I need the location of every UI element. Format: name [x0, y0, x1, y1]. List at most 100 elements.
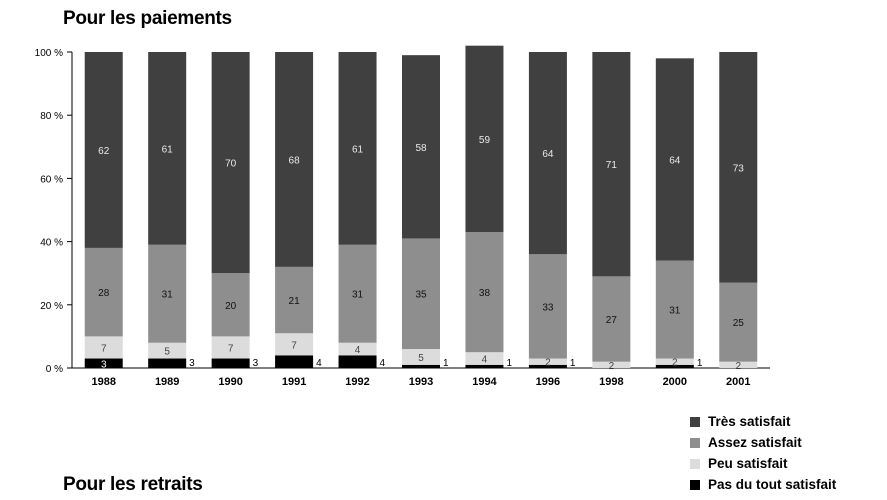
bar-segment — [402, 364, 440, 368]
legend-swatch — [690, 416, 700, 427]
data-label: 35 — [415, 290, 427, 301]
data-label: 7 — [228, 343, 234, 354]
data-label: 61 — [162, 144, 174, 155]
x-tick-label: 1998 — [599, 376, 623, 388]
data-label: 5 — [164, 347, 170, 358]
data-label: 4 — [316, 358, 322, 369]
data-label: 2 — [672, 358, 678, 369]
data-label: 31 — [162, 290, 174, 301]
legend-item: Pas du tout satisfait — [690, 474, 836, 495]
x-tick-label: 2000 — [663, 376, 687, 388]
y-tick-label: 0 % — [46, 364, 63, 375]
bar-segment — [84, 336, 123, 359]
data-label: 2 — [545, 358, 551, 369]
x-tick-label: 1992 — [345, 376, 369, 388]
bar-segment — [655, 260, 694, 359]
data-label: 68 — [289, 155, 301, 166]
bar-segment — [719, 282, 758, 362]
stacked-bar-chart: 0 %20 %40 %60 %80 %100 %3728621988353161… — [35, 45, 770, 388]
x-tick-label: 1993 — [409, 376, 433, 388]
legend-label: Assez satisfait — [708, 435, 802, 450]
data-label: 58 — [415, 143, 427, 154]
x-tick-label: 1991 — [282, 376, 306, 388]
bar-segment — [402, 55, 440, 239]
data-label: 1 — [443, 358, 449, 369]
data-label: 4 — [355, 345, 361, 356]
data-label: 1 — [506, 358, 512, 369]
bar-segment — [275, 355, 314, 368]
x-tick-label: 1996 — [536, 376, 560, 388]
bar-segment — [465, 364, 504, 368]
bar-segment — [528, 254, 567, 359]
bar-segment — [592, 52, 631, 277]
data-label: 5 — [418, 353, 424, 364]
data-label: 70 — [225, 159, 237, 170]
bar-segment — [719, 361, 758, 368]
bar-segment — [655, 58, 694, 261]
x-tick-label: 1989 — [155, 376, 179, 388]
bar-segment — [528, 364, 567, 368]
data-label: 61 — [352, 144, 364, 155]
data-label: 59 — [479, 135, 491, 146]
bar-segment — [338, 52, 377, 245]
data-label: 25 — [733, 318, 745, 329]
bar-segment — [655, 364, 694, 368]
bar-segment — [211, 336, 250, 359]
legend-item: Assez satisfait — [690, 432, 836, 453]
legend-item: Peu satisfait — [690, 453, 836, 474]
data-label: 27 — [606, 315, 618, 326]
bar-segment — [211, 52, 250, 274]
bar-segment — [465, 232, 504, 353]
bar-segment — [275, 333, 314, 356]
bar-segment — [465, 352, 504, 365]
data-label: 7 — [101, 343, 107, 354]
legend-swatch — [690, 437, 700, 448]
bar-segment — [338, 244, 377, 343]
data-label: 4 — [482, 355, 488, 366]
bar-segment — [148, 358, 187, 368]
data-label: 38 — [479, 288, 491, 299]
y-tick-label: 80 % — [40, 111, 63, 122]
y-tick-label: 40 % — [40, 238, 63, 249]
bar-segment — [655, 358, 694, 365]
bar-segment — [211, 273, 250, 337]
bar-segment — [84, 52, 123, 248]
chart-title-withdrawals: Pour les retraits — [63, 474, 203, 495]
legend-label: Très satisfait — [708, 414, 791, 429]
bar-segment — [275, 52, 314, 267]
legend: Très satisfait Assez satisfait Peu satisfa… — [690, 411, 836, 495]
bar-segment — [465, 45, 504, 233]
data-label: 3 — [253, 358, 259, 369]
x-tick-label: 2001 — [726, 376, 750, 388]
data-label: 7 — [291, 340, 297, 351]
data-label: 3 — [189, 358, 195, 369]
data-label: 71 — [606, 160, 618, 171]
data-label: 2 — [609, 361, 615, 372]
legend-label: Peu satisfait — [708, 456, 788, 471]
data-label: 64 — [542, 149, 554, 160]
chart-title-payments: Pour les paiements — [63, 8, 232, 29]
legend-swatch — [690, 458, 700, 469]
bar-segment — [402, 238, 440, 350]
legend-swatch — [690, 479, 700, 490]
data-label: 3 — [101, 359, 107, 370]
bar-segment — [275, 266, 314, 334]
data-label: 28 — [98, 288, 110, 299]
bar-segment — [211, 358, 250, 368]
data-label: 1 — [697, 358, 703, 369]
x-tick-label: 1988 — [91, 376, 115, 388]
bar-segment — [84, 358, 123, 368]
bar-segment — [528, 52, 567, 255]
bar-segment — [148, 52, 187, 245]
bar-segment — [402, 349, 440, 365]
data-label: 1 — [570, 358, 576, 369]
bar-segment — [592, 276, 631, 362]
bar-segment — [719, 52, 758, 283]
bar-segment — [592, 361, 631, 368]
data-label: 21 — [289, 296, 301, 307]
data-label: 64 — [669, 155, 681, 166]
y-tick-label: 60 % — [40, 174, 63, 185]
x-tick-label: 1994 — [472, 376, 497, 388]
y-tick-label: 100 % — [35, 48, 63, 59]
bar-segment — [528, 358, 567, 365]
